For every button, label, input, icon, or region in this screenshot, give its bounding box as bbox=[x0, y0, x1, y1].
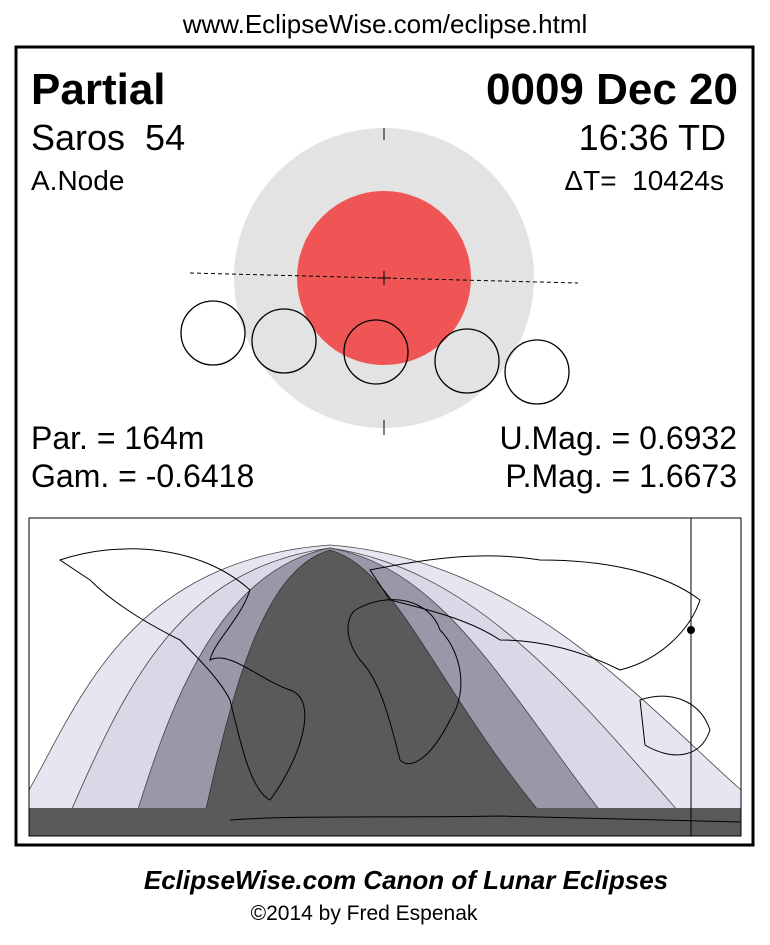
coastline bbox=[58, 548, 306, 801]
coastline bbox=[639, 695, 711, 756]
coastline bbox=[347, 599, 462, 765]
moon bbox=[343, 319, 409, 385]
map-border bbox=[28, 517, 742, 837]
coastline bbox=[369, 555, 701, 671]
url: www.EclipseWise.com/eclipse.html bbox=[182, 9, 588, 39]
eclipse-type: Partial bbox=[31, 65, 166, 114]
copyright: ©2014 by Fred Espenak bbox=[251, 902, 478, 925]
coastline bbox=[229, 815, 741, 823]
delta-t: ΔT= 10424s bbox=[564, 165, 724, 196]
moon bbox=[251, 308, 317, 374]
moon bbox=[434, 328, 500, 394]
umbral-magnitude: U.Mag. = 0.6932 bbox=[500, 420, 737, 456]
greatest-eclipse-point bbox=[687, 626, 695, 634]
eclipse-diagram bbox=[180, 128, 579, 435]
eclipse-date: 0009 Dec 20 bbox=[486, 65, 738, 114]
frame bbox=[14, 45, 755, 847]
penumbral-magnitude: P.Mag. = 1.6673 bbox=[505, 458, 737, 494]
world-map bbox=[28, 517, 742, 837]
duration: Par. = 164m bbox=[31, 420, 204, 456]
node: A.Node bbox=[31, 165, 124, 196]
footer-title: EclipseWise.com Canon of Lunar Eclipses bbox=[144, 865, 668, 895]
saros: Saros 54 bbox=[31, 117, 185, 158]
time: 16:36 TD bbox=[579, 117, 726, 158]
night-band bbox=[29, 808, 741, 836]
moon bbox=[180, 300, 246, 366]
moon-path bbox=[189, 272, 579, 284]
moon bbox=[504, 339, 570, 405]
gamma: Gam. = -0.6418 bbox=[31, 458, 254, 494]
